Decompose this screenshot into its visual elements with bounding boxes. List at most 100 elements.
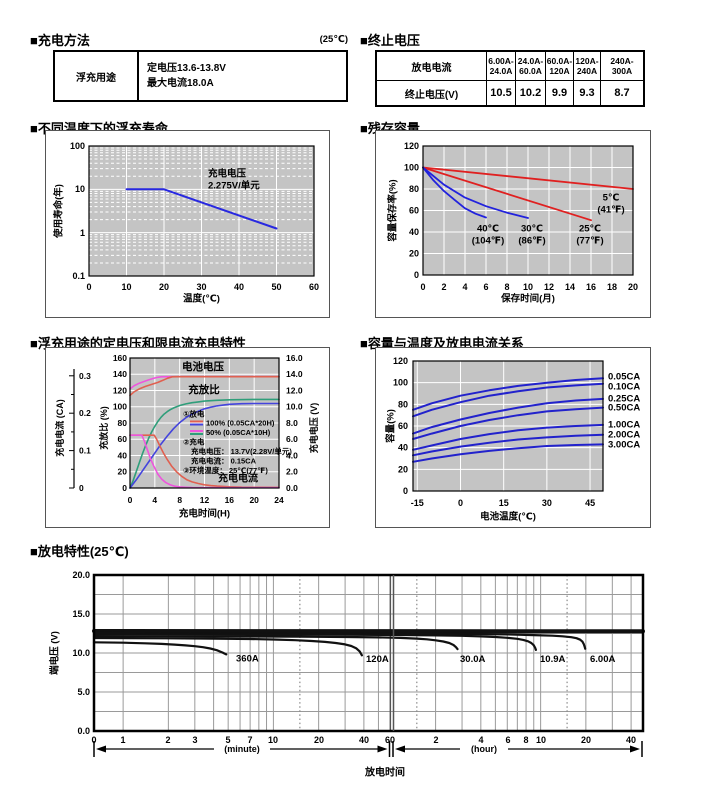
cutoff-voltage-title: ■终止电压 <box>360 33 420 48</box>
svg-text:端电压 (V): 端电压 (V) <box>49 631 61 675</box>
svg-text:16: 16 <box>586 282 596 292</box>
svg-text:10.9A: 10.9A <box>540 654 565 665</box>
svg-text:30: 30 <box>196 282 206 292</box>
float-life-chart-box: 0 10 20 30 40 50 60 100 10 1 0.1 使用寿命(年) 温度(℃) 充电电压 2.… <box>45 130 330 318</box>
svg-text:0: 0 <box>122 483 127 493</box>
residual-capacity-chart: 0 2 4 6 8 10 12 14 16 18 20 120 100 80 60 40 20 0 容量保存率(%)… <box>387 141 639 305</box>
svg-text:4: 4 <box>462 282 467 292</box>
svg-text:0: 0 <box>414 270 419 280</box>
svg-text:80: 80 <box>409 184 419 194</box>
svg-text:0.10CA: 0.10CA <box>608 382 640 393</box>
svg-text:10.0: 10.0 <box>286 402 303 412</box>
svg-text:14.0: 14.0 <box>286 369 303 379</box>
svg-text:4.0: 4.0 <box>286 451 298 461</box>
svg-text:4: 4 <box>478 735 483 745</box>
svg-text:20: 20 <box>628 282 638 292</box>
svg-text:60: 60 <box>409 206 419 216</box>
svg-text:10: 10 <box>536 735 546 745</box>
svg-text:100: 100 <box>404 163 419 173</box>
svg-text:80: 80 <box>398 399 408 409</box>
svg-text:容量(%): 容量(%) <box>385 409 397 444</box>
svg-text:0.25CA: 0.25CA <box>608 394 640 405</box>
svg-text:45: 45 <box>585 498 595 508</box>
svg-text:100: 100 <box>113 402 127 412</box>
svg-text:充电时间(H): 充电时间(H) <box>179 508 230 520</box>
svg-text:2: 2 <box>433 735 438 745</box>
svg-text:20: 20 <box>398 464 408 474</box>
svg-text:充放比: 充放比 <box>188 383 220 396</box>
svg-text:20: 20 <box>581 735 591 745</box>
cutoff-value-cell: 9.3 <box>573 80 601 107</box>
svg-text:0.50CA: 0.50CA <box>608 403 640 414</box>
svg-text:电池电压: 电池电压 <box>182 360 224 373</box>
svg-text:0: 0 <box>458 498 463 508</box>
svg-text:(104℉): (104℉) <box>472 236 505 247</box>
discharge-characteristics-chart: 0 1 2 3 5 7 10 20 40 60 2 4 6 8 10 20 40 20.0 15.0 10.0 5.0 0… <box>49 570 645 779</box>
svg-text:充电电流 (CA): 充电电流 (CA) <box>54 399 65 457</box>
charging-row-label: 浮充用途 <box>55 52 139 100</box>
float-life-chart: 0 10 20 30 40 50 60 100 10 1 0.1 使用寿命(年) 温度(℃) 充电电压2.… <box>53 141 320 305</box>
svg-text:0: 0 <box>128 495 133 505</box>
svg-text:10: 10 <box>75 184 85 194</box>
svg-text:充电电流： 0.15CA: 充电电流： 0.15CA <box>191 456 257 466</box>
svg-text:360A: 360A <box>236 654 259 665</box>
svg-text:8: 8 <box>523 735 528 745</box>
svg-text:放电时间: 放电时间 <box>364 766 405 779</box>
cutoff-value-cell: 9.9 <box>545 80 574 107</box>
svg-text:-15: -15 <box>411 498 424 508</box>
svg-text:0.1: 0.1 <box>79 446 91 456</box>
svg-text:3: 3 <box>192 735 197 745</box>
svg-text:(86℉): (86℉) <box>518 236 545 247</box>
svg-text:30: 30 <box>542 498 552 508</box>
svg-text:0.05CA: 0.05CA <box>608 372 640 383</box>
svg-text:4: 4 <box>152 495 157 505</box>
svg-text:15.0: 15.0 <box>72 609 90 619</box>
svg-text:0: 0 <box>403 486 408 496</box>
svg-text:0.0: 0.0 <box>77 726 90 736</box>
table-row: 放电电流 6.00A- 24.0A 24.0A- 60.0A 60.0A- 120A … <box>375 50 645 81</box>
svg-text:8.0: 8.0 <box>286 418 298 428</box>
svg-text:6: 6 <box>483 282 488 292</box>
svg-text:20: 20 <box>159 282 169 292</box>
svg-text:5℃: 5℃ <box>603 193 620 204</box>
svg-text:80: 80 <box>118 418 128 428</box>
svg-text:16: 16 <box>225 495 235 505</box>
svg-text:③环境温度： 25℃(77℉): ③环境温度： 25℃(77℉) <box>183 465 268 475</box>
capacity-temperature-chart: -15 0 15 30 45120100806040200容量(%)电池温度(℃)0.0… <box>385 356 641 523</box>
cutoff-value-cell: 8.7 <box>600 80 645 107</box>
svg-text:保存时间(月): 保存时间(月) <box>500 293 555 305</box>
svg-text:②充电: ②充电 <box>183 437 205 447</box>
svg-text:16.0: 16.0 <box>286 353 303 363</box>
residual-capacity-chart-box: 0 2 4 6 8 10 12 14 16 18 20 120 100 80 60 40 20 0 容量保存率(%)… <box>375 130 651 318</box>
current-range-cell: 120A- 240A <box>573 50 601 81</box>
current-range-cell: 6.00A- 24.0A <box>486 50 516 81</box>
svg-text:2: 2 <box>441 282 446 292</box>
svg-text:(hour): (hour) <box>471 744 497 754</box>
charging-method-table: 浮充用途 定电压13.6-13.8V 最大电流18.0A <box>53 50 348 102</box>
charge-characteristics-chart-box: 0 4 8 12 16 20 24 0 20 40 60 80 100 120 140 160 0.0 2.0 4.… <box>45 347 330 528</box>
svg-text:充电电压: 充电电压 <box>208 168 247 180</box>
cutoff-voltage-table: 放电电流 6.00A- 24.0A 24.0A- 60.0A 60.0A- 120A … <box>375 50 645 107</box>
svg-text:50: 50 <box>271 282 281 292</box>
svg-text:40: 40 <box>234 282 244 292</box>
svg-text:使用寿命(年): 使用寿命(年) <box>53 184 65 239</box>
svg-text:60: 60 <box>309 282 319 292</box>
svg-text:充电电压： 13.7V(2.28V/单元): 充电电压： 13.7V(2.28V/单元) <box>191 446 292 456</box>
svg-text:1: 1 <box>80 228 85 238</box>
cutoff-value-cell: 10.2 <box>515 80 546 107</box>
current-range-cell: 60.0A- 120A <box>545 50 574 81</box>
temperature-note: (25℃) <box>319 34 348 45</box>
svg-text:140: 140 <box>113 369 127 379</box>
svg-text:0.3: 0.3 <box>79 371 91 381</box>
svg-text:100% (0.05CA*20H): 100% (0.05CA*20H) <box>206 419 275 428</box>
charging-current-line: 最大电流18.0A <box>147 78 214 89</box>
svg-text:40: 40 <box>359 735 369 745</box>
svg-text:7: 7 <box>247 735 252 745</box>
svg-text:10: 10 <box>268 735 278 745</box>
svg-text:充电电流: 充电电流 <box>218 472 258 485</box>
svg-text:2.00CA: 2.00CA <box>608 430 640 441</box>
svg-text:0: 0 <box>86 282 91 292</box>
svg-text:15: 15 <box>499 498 509 508</box>
svg-text:10: 10 <box>523 282 533 292</box>
svg-text:8: 8 <box>177 495 182 505</box>
